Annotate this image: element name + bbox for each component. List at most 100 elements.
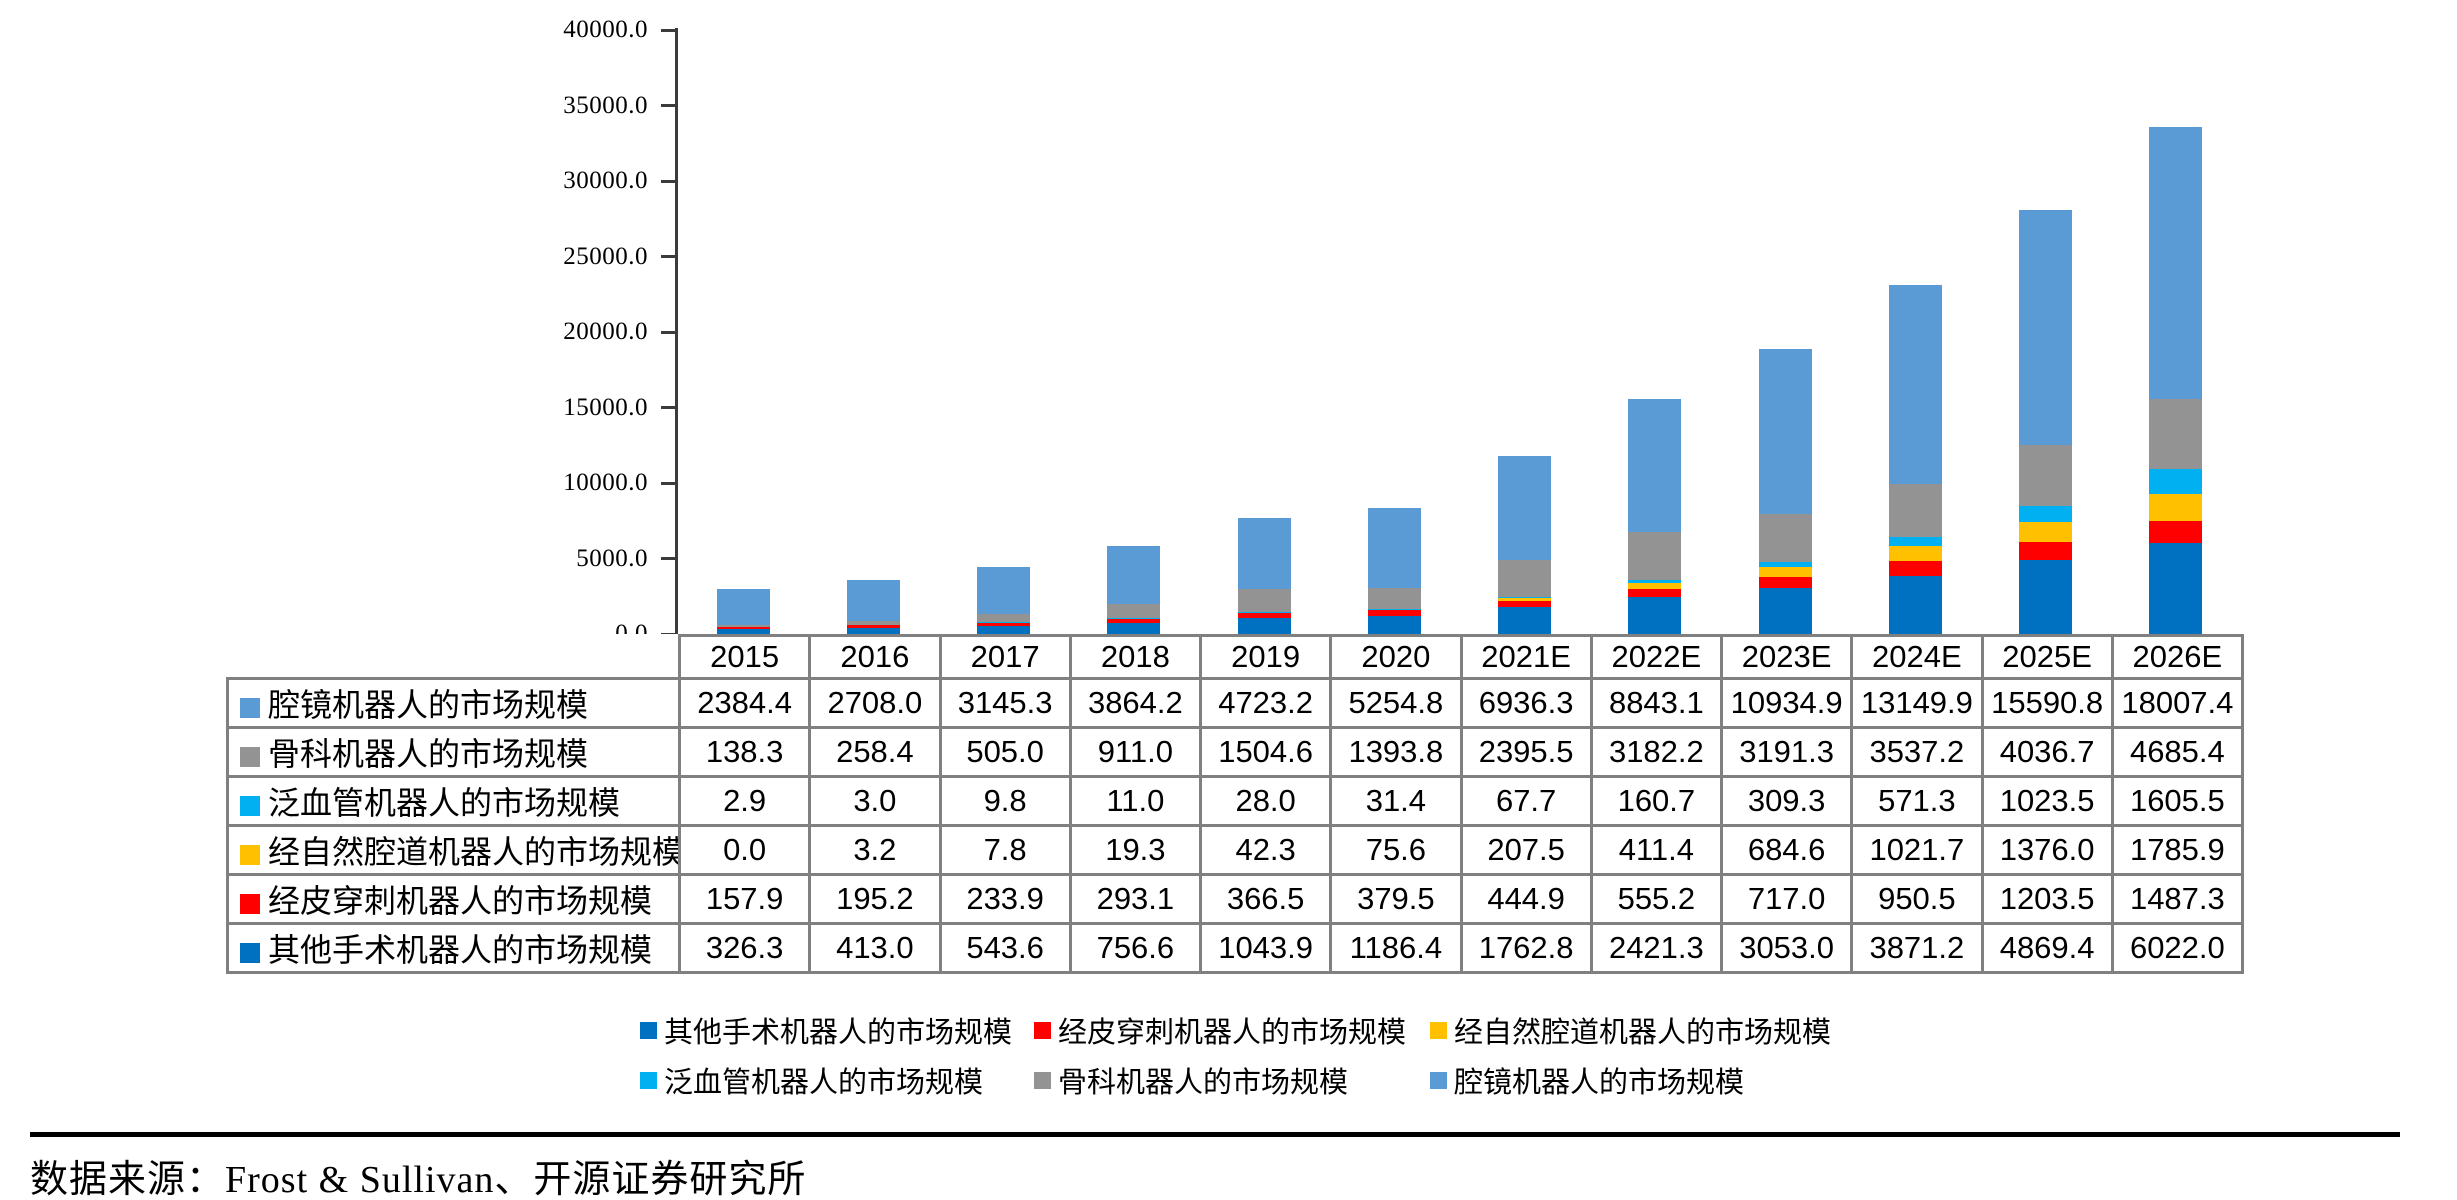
table-row: 其他手术机器人的市场规模 326.3 413.0 543.6 756.6 1043.9 11… xyxy=(226,922,2245,974)
bar-segment-2023E xyxy=(1758,513,1812,563)
value-cell: 67.7 xyxy=(1459,775,1593,827)
table-header: 2015 2016 2017 2018 2019 2020 2021E 2022E 2023E 2… xyxy=(227,634,2245,680)
table-row: 经自然腔道机器人的市场规模 0.0 3.2 7.8 19.3 42.3 75.6 207.5 4… xyxy=(226,824,2245,876)
value-cell: 258.4 xyxy=(808,726,942,778)
year-header-cell: 2018 xyxy=(1068,634,1203,680)
legend-swatch xyxy=(1430,1021,1447,1039)
legend-swatch xyxy=(1034,1021,1051,1039)
legend-label: 经自然腔道机器人的市场规模 xyxy=(1454,1017,1832,1049)
table-row: 泛血管机器人的市场规模 2.9 3.0 9.8 11.0 28.0 31.4 67.7 160.… xyxy=(226,775,2245,827)
y-axis-tick xyxy=(661,557,675,560)
table-row: 骨科机器人的市场规模 138.3 258.4 505.0 911.0 1504.6 1393… xyxy=(226,726,2245,778)
year-header-cell: 2026E xyxy=(2110,634,2245,680)
bar-segment-2022E xyxy=(1628,582,1682,590)
row-label: 其他手术机器人的市场规模 xyxy=(226,922,681,974)
value-cell: 3.2 xyxy=(808,824,942,876)
bar-segment-2024E xyxy=(1888,483,1942,538)
y-axis-label: 20000.0 xyxy=(563,318,648,345)
y-axis-tick xyxy=(661,406,675,409)
bar-segment-2020 xyxy=(1367,587,1421,609)
bar-segment-2026E xyxy=(2149,543,2203,634)
bar-segment-2020 xyxy=(1367,609,1421,611)
value-cell: 4869.4 xyxy=(1980,922,2114,974)
legend-label: 经皮穿刺机器人的市场规模 xyxy=(1058,1017,1407,1049)
value-cell: 911.0 xyxy=(1068,726,1203,778)
year-header-cell: 2024E xyxy=(1850,634,1984,680)
legend-item: 腔镜机器人的市场规模 xyxy=(1430,1063,1831,1099)
bar-segment-2026E xyxy=(2149,469,2203,494)
row-swatch xyxy=(240,943,260,963)
bar-segment-2019 xyxy=(1237,618,1291,634)
value-cell: 3.0 xyxy=(808,775,942,827)
year-header-cell: 2017 xyxy=(938,634,1072,680)
value-cell: 3871.2 xyxy=(1850,922,1984,974)
row-swatch xyxy=(240,894,260,914)
legend-swatch xyxy=(1430,1071,1447,1089)
y-axis-label: 35000.0 xyxy=(563,91,648,119)
value-cell: 543.6 xyxy=(938,922,1072,974)
value-cell: 1762.8 xyxy=(1459,922,1593,974)
bar-segment-2026E xyxy=(2149,126,2203,399)
value-cell: 1023.5 xyxy=(1980,775,2114,827)
table-header-row: 2015 2016 2017 2018 2019 2020 2021E 2022E 2023E 2… xyxy=(227,634,2245,680)
value-cell: 1393.8 xyxy=(1329,726,1463,778)
row-label: 泛血管机器人的市场规模 xyxy=(226,775,681,827)
bar-segment-2019 xyxy=(1237,588,1291,612)
row-label-text: 经皮穿刺机器人的市场规模 xyxy=(268,883,653,919)
value-cell: 2395.5 xyxy=(1459,726,1593,778)
value-cell: 10934.9 xyxy=(1719,677,1854,729)
bar-segment-2016 xyxy=(846,627,900,634)
y-axis-tick xyxy=(661,255,675,258)
bar-segment-2018 xyxy=(1107,603,1161,618)
value-cell: 326.3 xyxy=(677,922,812,974)
bar-segment-2024E xyxy=(1888,575,1942,634)
value-cell: 717.0 xyxy=(1719,873,1854,925)
row-label: 腔镜机器人的市场规模 xyxy=(226,677,681,729)
row-label-text: 骨科机器人的市场规模 xyxy=(268,736,589,772)
value-cell: 505.0 xyxy=(938,726,1072,778)
bar-segment-2020 xyxy=(1367,508,1421,588)
bar-segment-2016 xyxy=(846,579,900,621)
value-cell: 233.9 xyxy=(938,873,1072,925)
plot-area xyxy=(678,30,2241,634)
value-cell: 3182.2 xyxy=(1589,726,1724,778)
value-cell: 7.8 xyxy=(938,824,1072,876)
value-cell: 293.1 xyxy=(1068,873,1203,925)
bar-segment-2023E xyxy=(1758,562,1812,567)
value-cell: 19.3 xyxy=(1068,824,1203,876)
value-cell: 1021.7 xyxy=(1850,824,1984,876)
legend-label: 骨科机器人的市场规模 xyxy=(1058,1067,1349,1099)
legend-item: 其他手术机器人的市场规模 xyxy=(640,1013,1034,1049)
value-cell: 11.0 xyxy=(1068,775,1203,827)
year-header-cell: 2021E xyxy=(1459,634,1593,680)
bar-segment-2015 xyxy=(716,624,770,627)
bar-segment-2025E xyxy=(2019,542,2073,561)
y-axis-tick xyxy=(661,104,675,107)
row-label: 经自然腔道机器人的市场规模 xyxy=(226,824,681,876)
y-axis-label: 30000.0 xyxy=(563,167,648,194)
table-row: 经皮穿刺机器人的市场规模 157.9 195.2 233.9 293.1 366.5 379… xyxy=(226,873,2245,925)
row-swatch xyxy=(240,747,260,767)
bar-segment-2025E xyxy=(2019,521,2073,543)
year-header-cell: 2022E xyxy=(1589,634,1724,680)
row-label: 经皮穿刺机器人的市场规模 xyxy=(226,873,681,925)
bar-segment-2025E xyxy=(2019,506,2073,522)
value-cell: 411.4 xyxy=(1589,824,1724,876)
bar-segment-2017 xyxy=(977,614,1031,622)
y-axis-tick xyxy=(661,481,675,485)
legend: 其他手术机器人的市场规模 经皮穿刺机器人的市场规模 经自然腔道机器人的市场规模 泛血管… xyxy=(640,1013,1831,1099)
bar-segment-2016 xyxy=(846,624,900,628)
value-cell: 157.9 xyxy=(677,873,812,925)
row-swatch xyxy=(240,796,260,816)
bar-segment-2019 xyxy=(1237,517,1291,589)
value-cell: 3537.2 xyxy=(1850,726,1984,778)
value-cell: 366.5 xyxy=(1198,873,1333,925)
bar-segment-2019 xyxy=(1237,612,1291,619)
bar-segment-2022E xyxy=(1628,580,1682,583)
y-axis-line xyxy=(675,28,678,636)
value-cell: 13149.9 xyxy=(1850,677,1984,729)
value-cell: 2.9 xyxy=(677,775,812,827)
y-axis-label: 25000.0 xyxy=(563,242,648,270)
value-cell: 28.0 xyxy=(1198,775,1333,827)
bar-segment-2017 xyxy=(977,622,1031,626)
